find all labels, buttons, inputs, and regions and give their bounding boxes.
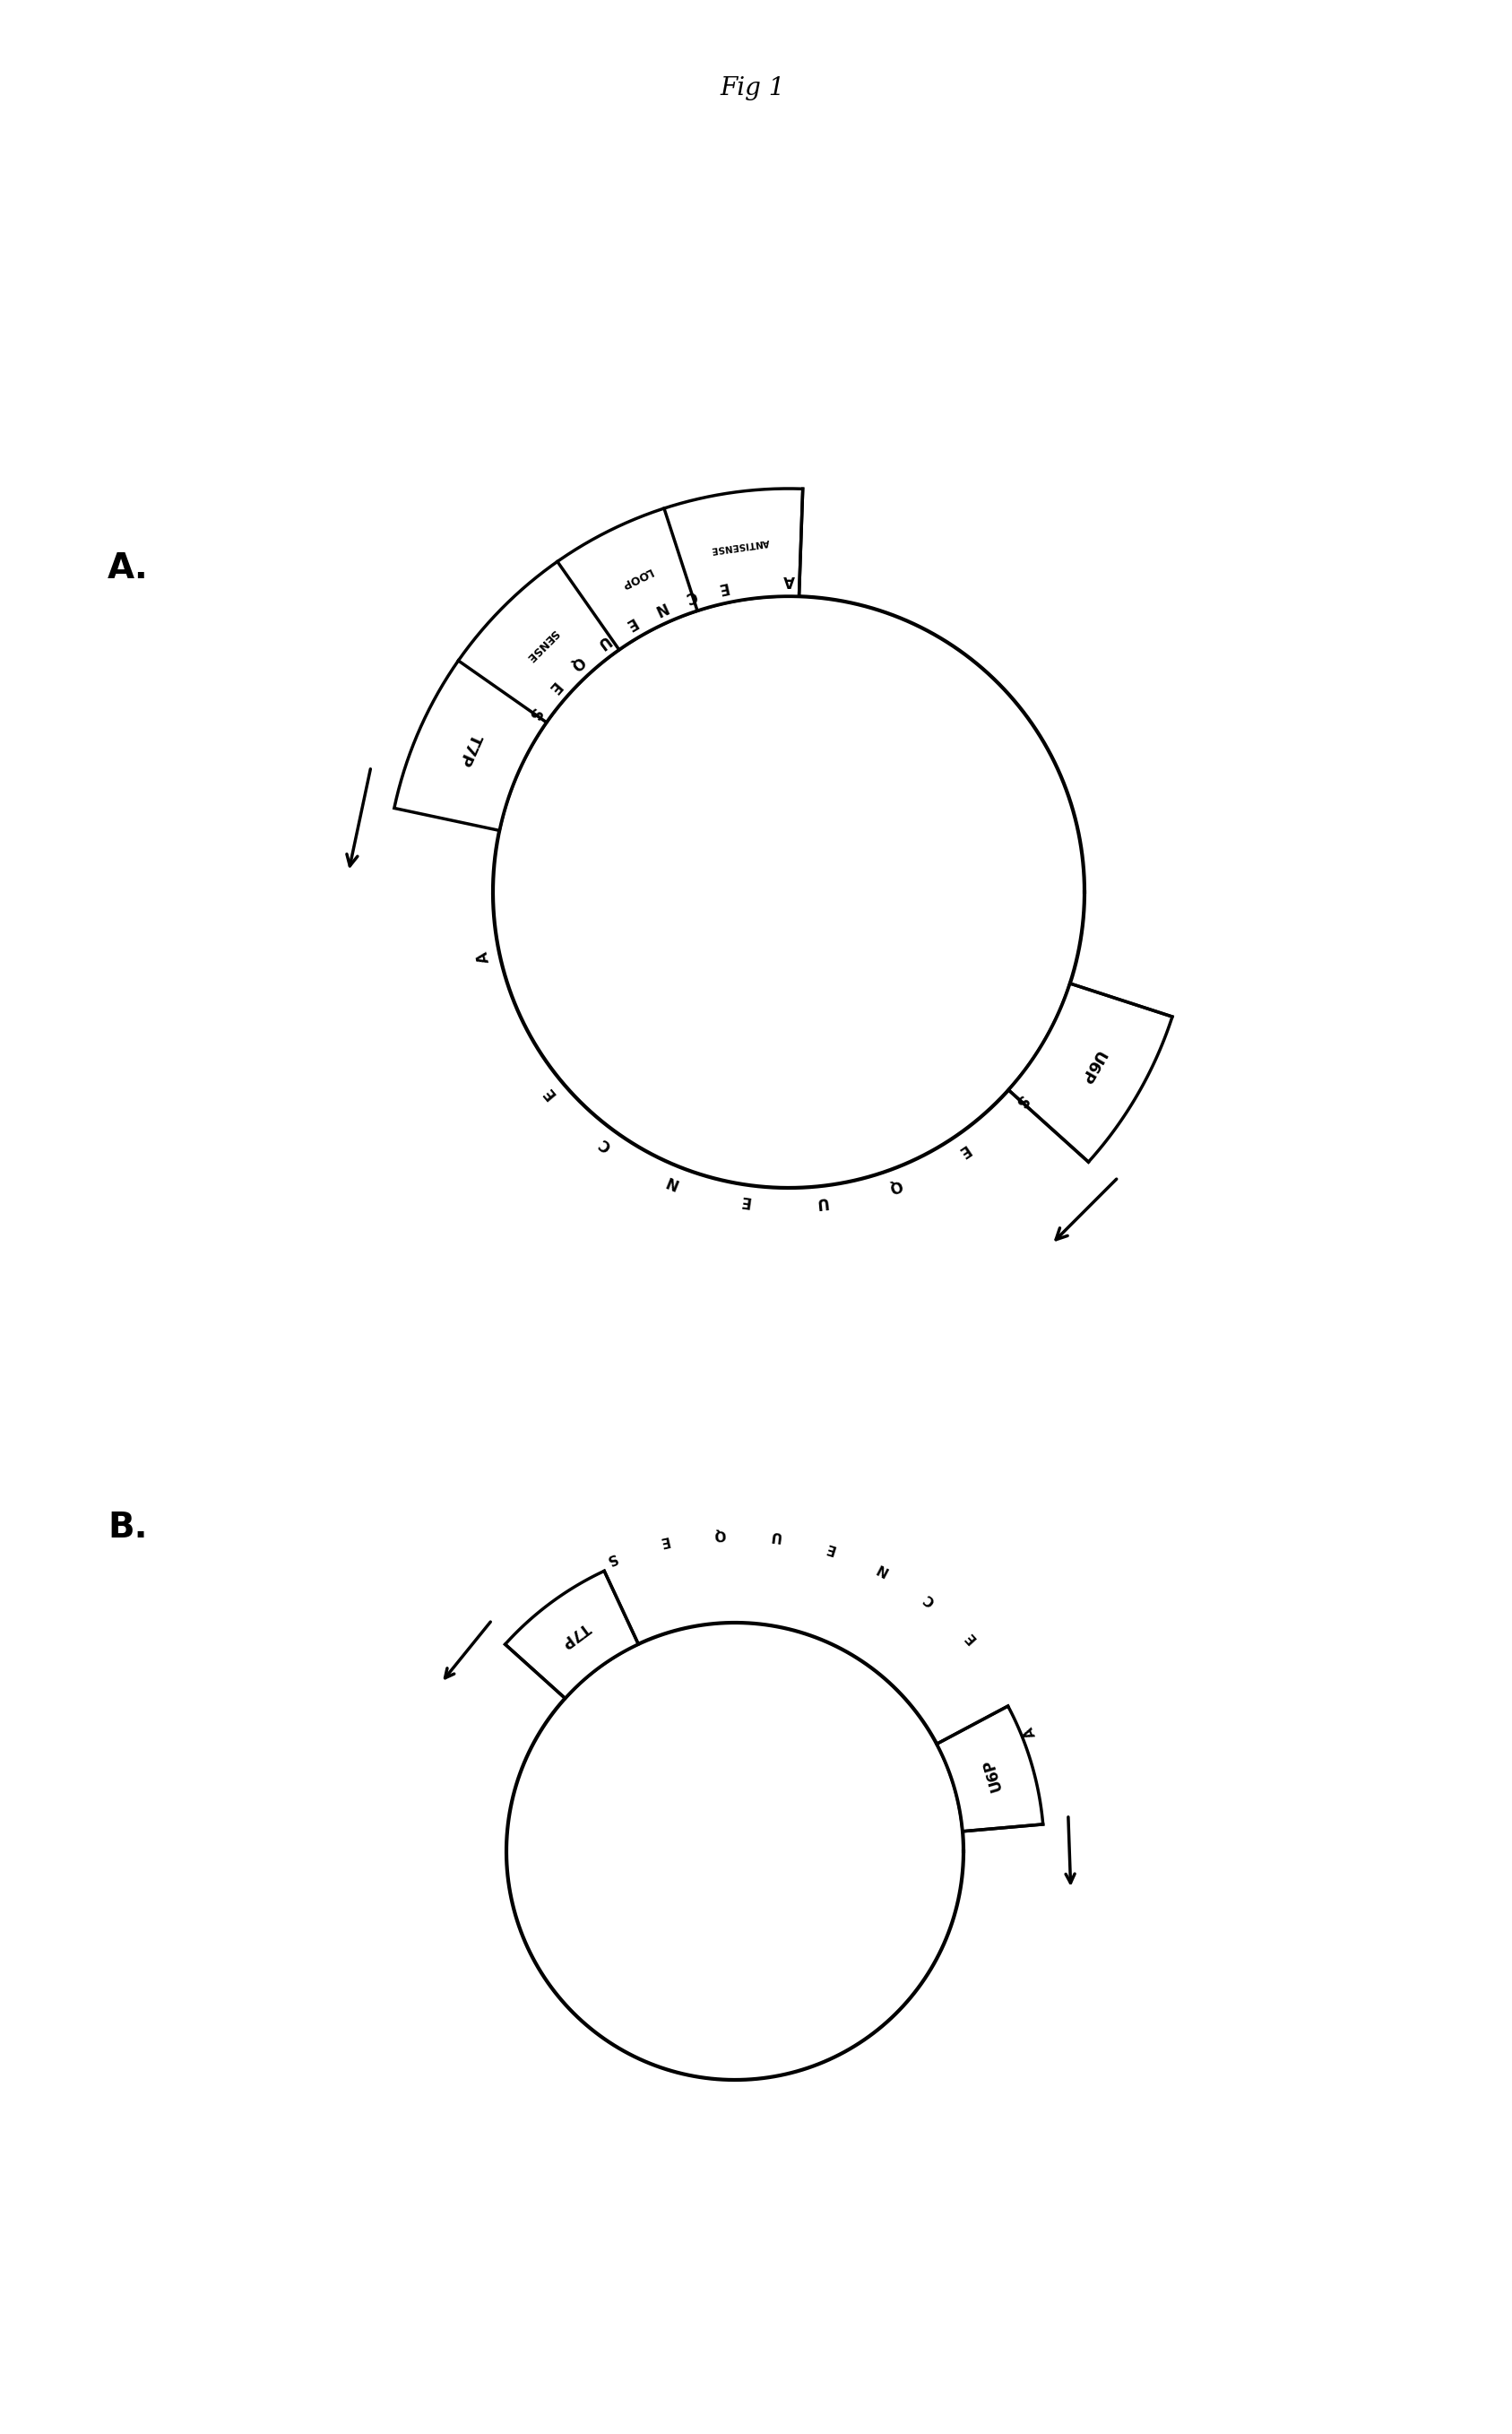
Text: A.: A. bbox=[107, 553, 148, 587]
Text: S: S bbox=[523, 703, 543, 723]
Text: S: S bbox=[1012, 1090, 1030, 1110]
Text: C: C bbox=[683, 587, 699, 606]
Text: ANTISENSE: ANTISENSE bbox=[711, 538, 770, 555]
Text: Fig 1: Fig 1 bbox=[720, 75, 785, 100]
Text: S: S bbox=[603, 1550, 618, 1567]
Text: E: E bbox=[717, 579, 729, 596]
Polygon shape bbox=[937, 1706, 1043, 1830]
Text: N: N bbox=[874, 1560, 891, 1577]
Polygon shape bbox=[395, 489, 803, 830]
Text: SENSE: SENSE bbox=[523, 626, 559, 664]
Text: E: E bbox=[540, 1083, 559, 1103]
Polygon shape bbox=[505, 1570, 638, 1699]
Text: E: E bbox=[739, 1193, 751, 1210]
Text: B.: B. bbox=[107, 1512, 148, 1546]
Text: Q: Q bbox=[714, 1526, 726, 1541]
Text: LOOP: LOOP bbox=[618, 565, 653, 591]
Text: E: E bbox=[621, 613, 638, 633]
Text: E: E bbox=[544, 677, 562, 696]
Text: E: E bbox=[658, 1533, 670, 1548]
Text: U6P: U6P bbox=[980, 1757, 1005, 1794]
Text: T7P: T7P bbox=[455, 730, 484, 769]
Text: E: E bbox=[963, 1628, 978, 1645]
Text: U6P: U6P bbox=[1075, 1047, 1107, 1086]
Text: N: N bbox=[664, 1171, 680, 1190]
Text: U: U bbox=[815, 1193, 829, 1212]
Text: A: A bbox=[475, 949, 493, 964]
Text: U: U bbox=[770, 1529, 782, 1543]
Text: N: N bbox=[650, 599, 668, 618]
Text: A: A bbox=[1022, 1726, 1039, 1740]
Text: Q: Q bbox=[886, 1176, 904, 1195]
Text: E: E bbox=[954, 1142, 972, 1161]
Text: T7P: T7P bbox=[558, 1619, 593, 1650]
Text: A: A bbox=[783, 572, 794, 589]
Text: C: C bbox=[921, 1592, 937, 1609]
Text: U: U bbox=[593, 633, 612, 652]
Text: C: C bbox=[596, 1134, 614, 1154]
Polygon shape bbox=[1009, 983, 1172, 1161]
Text: E: E bbox=[824, 1541, 836, 1555]
Text: Q: Q bbox=[567, 652, 587, 674]
